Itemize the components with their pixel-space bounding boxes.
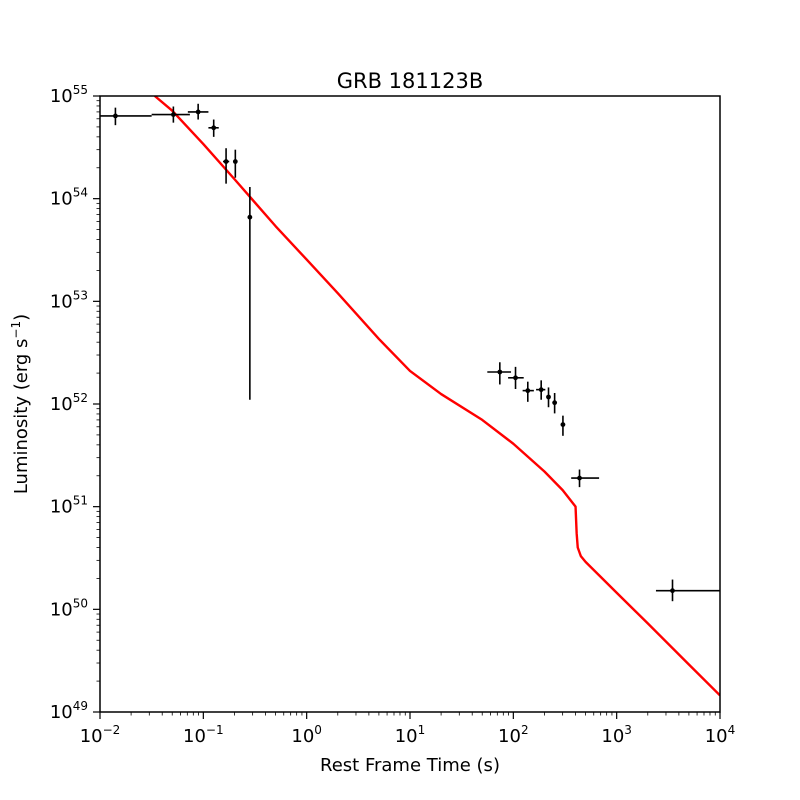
x-tick-label-exp: −1	[206, 723, 224, 737]
x-tick-label-exp: 1	[418, 723, 426, 737]
data-point	[232, 149, 238, 178]
x-tick-label-base: 10	[80, 726, 103, 747]
data-marker	[223, 159, 229, 164]
y-tick-label: 1049	[50, 699, 88, 723]
data-marker	[113, 113, 118, 119]
y-axis-label-sup: −1	[9, 321, 23, 339]
data-marker	[195, 109, 201, 115]
y-tick-label-base: 10	[50, 702, 73, 723]
data-marker	[560, 422, 566, 428]
data-marker	[211, 125, 217, 131]
x-tick-label-exp: 3	[624, 723, 632, 737]
y-tick-label: 1053	[50, 288, 88, 312]
y-tick-label-base: 10	[50, 599, 73, 620]
data-point	[508, 366, 524, 389]
chart-title: GRB 181123B	[337, 69, 484, 93]
x-tick-label: 101	[395, 723, 426, 747]
y-tick-label-exp: 55	[73, 83, 88, 97]
x-tick-label-base: 10	[705, 726, 728, 747]
x-tick-label: 10−2	[80, 723, 121, 747]
data-point	[560, 415, 566, 436]
plot-frame	[99, 95, 721, 713]
data-point	[552, 392, 558, 414]
data-marker	[513, 375, 518, 381]
y-tick-label: 1052	[50, 391, 88, 415]
data-point	[522, 381, 534, 402]
y-tick-label-exp: 54	[73, 186, 88, 200]
data-marker	[170, 112, 176, 117]
x-tick-label-base: 10	[498, 726, 521, 747]
data-point	[546, 387, 551, 408]
x-tick-label-exp: −2	[103, 723, 121, 737]
y-tick-label-exp: 50	[73, 596, 88, 610]
x-tick-label: 104	[705, 723, 736, 747]
data-marker	[546, 394, 551, 400]
data-marker	[670, 588, 675, 594]
y-axis-label-tail: )	[11, 314, 32, 321]
x-tick-label-base: 10	[291, 726, 314, 747]
x-tick-label: 100	[291, 723, 322, 747]
y-tick-label: 1055	[50, 83, 88, 107]
y-tick-label-exp: 52	[73, 391, 88, 405]
data-point	[151, 106, 190, 123]
x-tick-label-exp: 4	[728, 723, 736, 737]
y-tick-label: 1054	[50, 186, 88, 210]
y-tick-label-exp: 49	[73, 699, 88, 713]
y-tick-label-base: 10	[50, 291, 73, 312]
x-tick-label: 102	[498, 723, 529, 747]
data-point	[208, 119, 219, 137]
y-tick-label-exp: 51	[73, 494, 88, 508]
data-point	[655, 579, 720, 602]
y-tick-label-exp: 53	[73, 288, 88, 302]
data-marker	[552, 400, 558, 406]
data-marker	[525, 388, 531, 394]
data-marker	[538, 387, 544, 393]
y-tick-label-base: 10	[50, 189, 73, 210]
data-point	[223, 148, 230, 184]
x-tick-label-base: 10	[395, 726, 418, 747]
y-tick-label-base: 10	[50, 497, 73, 518]
data-point	[571, 469, 600, 488]
y-tick-label-base: 10	[50, 86, 73, 107]
model-curve	[154, 96, 720, 697]
data-marker	[232, 159, 238, 164]
y-axis-label-base: Luminosity (erg s	[11, 339, 32, 495]
data-points	[100, 103, 720, 602]
y-tick-label: 1050	[50, 596, 88, 620]
data-point	[100, 107, 152, 126]
x-tick-label-base: 10	[601, 726, 624, 747]
data-point	[487, 362, 512, 385]
data-point	[187, 103, 209, 120]
model-curve-line	[154, 96, 720, 697]
x-axis-label: Rest Frame Time (s)	[320, 755, 500, 776]
y-tick-label: 1051	[50, 494, 88, 518]
x-tick-label-exp: 2	[521, 723, 529, 737]
x-tick-label-exp: 0	[314, 723, 322, 737]
data-marker	[247, 214, 253, 220]
x-tick-label-base: 10	[183, 726, 206, 747]
data-marker	[577, 475, 582, 481]
x-tick-label: 10−1	[183, 723, 224, 747]
data-point	[536, 380, 546, 400]
x-axis-ticks: 10−2 10−1 100 101 102 103 104	[80, 712, 736, 747]
y-tick-label-base: 10	[50, 394, 73, 415]
x-tick-label: 103	[601, 723, 632, 747]
y-axis-label: Luminosity (erg s−1)	[9, 314, 32, 494]
data-point	[247, 186, 253, 400]
data-marker	[497, 369, 503, 375]
